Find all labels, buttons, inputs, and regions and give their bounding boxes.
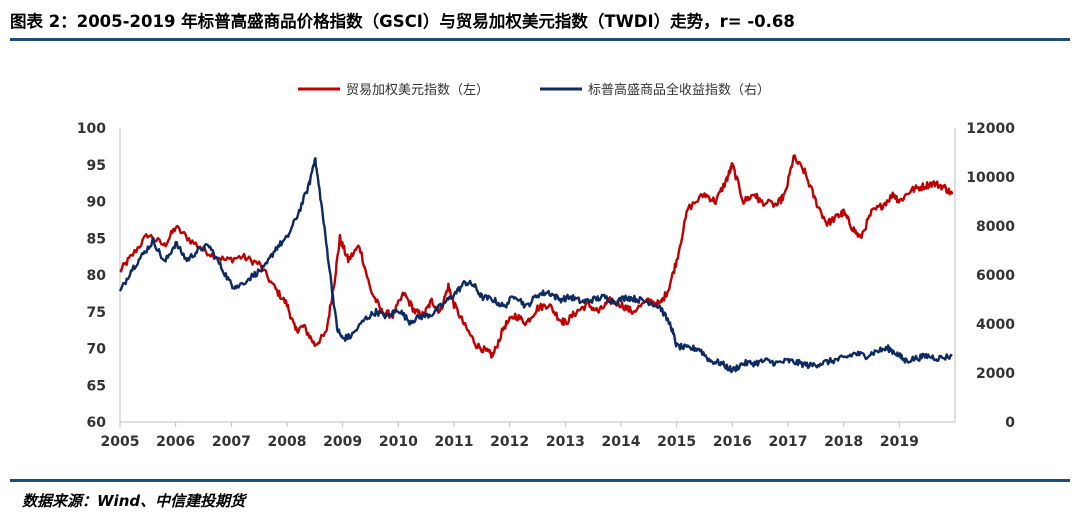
x-tick-label: 2006: [156, 434, 195, 450]
series-lines: [118, 154, 954, 374]
legend-label-twdi: 贸易加权美元指数（左）: [346, 82, 489, 98]
x-tick-label: 2009: [323, 434, 362, 450]
y-left-tick-label: 100: [77, 121, 106, 137]
x-tick-label: 2019: [880, 434, 919, 450]
tick-labels: 2005 2006 2007 2008 2009 2010 2011 2012 2013 2014…: [77, 121, 1015, 450]
series-line-gsci: [118, 157, 953, 374]
x-tick-label: 2018: [824, 434, 863, 450]
x-tick-label: 2010: [379, 434, 418, 450]
legend: 贸易加权美元指数（左） 标普高盛商品全收益指数（右）: [298, 82, 770, 98]
y-right-tick-label: 4000: [976, 317, 1015, 333]
y-right-tick-label: 10000: [966, 170, 1015, 186]
axes: [119, 128, 956, 427]
y-left-tick-label: 70: [87, 342, 107, 358]
y-left-tick-label: 80: [87, 268, 107, 284]
y-right-tick-label: 6000: [976, 268, 1015, 284]
x-tick-label: 2011: [435, 434, 474, 450]
source-note: 数据来源：Wind、中信建投期货: [22, 492, 246, 510]
x-tick-label: 2014: [602, 434, 641, 450]
y-left-tick-label: 75: [87, 305, 106, 321]
y-left-tick-label: 65: [87, 378, 106, 394]
x-tick-label: 2015: [657, 434, 696, 450]
x-tick-label: 2008: [268, 434, 307, 450]
x-tick-label: 2016: [713, 434, 752, 450]
y-left-tick-label: 60: [87, 415, 107, 431]
x-tick-label: 2012: [490, 434, 529, 450]
y-right-tick-label: 12000: [966, 121, 1015, 137]
x-tick-label: 2007: [212, 434, 251, 450]
footer-rule: [10, 479, 1070, 482]
legend-label-gsci: 标普高盛商品全收益指数（右）: [588, 82, 770, 98]
x-tick-label: 2017: [769, 434, 808, 450]
y-right-tick-label: 0: [1005, 415, 1015, 431]
x-tick-label: 2013: [546, 434, 585, 450]
chart-title: 图表 2：2005-2019 年标普高盛商品价格指数（GSCI）与贸易加权美元指…: [10, 12, 795, 31]
header-rule: [10, 38, 1070, 41]
y-left-tick-label: 85: [87, 231, 106, 247]
y-left-tick-label: 95: [87, 158, 106, 174]
y-right-tick-label: 8000: [976, 219, 1015, 235]
y-right-tick-label: 2000: [976, 366, 1015, 382]
x-tick-label: 2005: [101, 434, 140, 450]
series-line-twdi: [119, 154, 954, 359]
y-left-tick-label: 90: [87, 195, 107, 211]
chart: 贸易加权美元指数（左） 标普高盛商品全收益指数（右） 2005 2006 2007 20…: [77, 82, 1015, 450]
